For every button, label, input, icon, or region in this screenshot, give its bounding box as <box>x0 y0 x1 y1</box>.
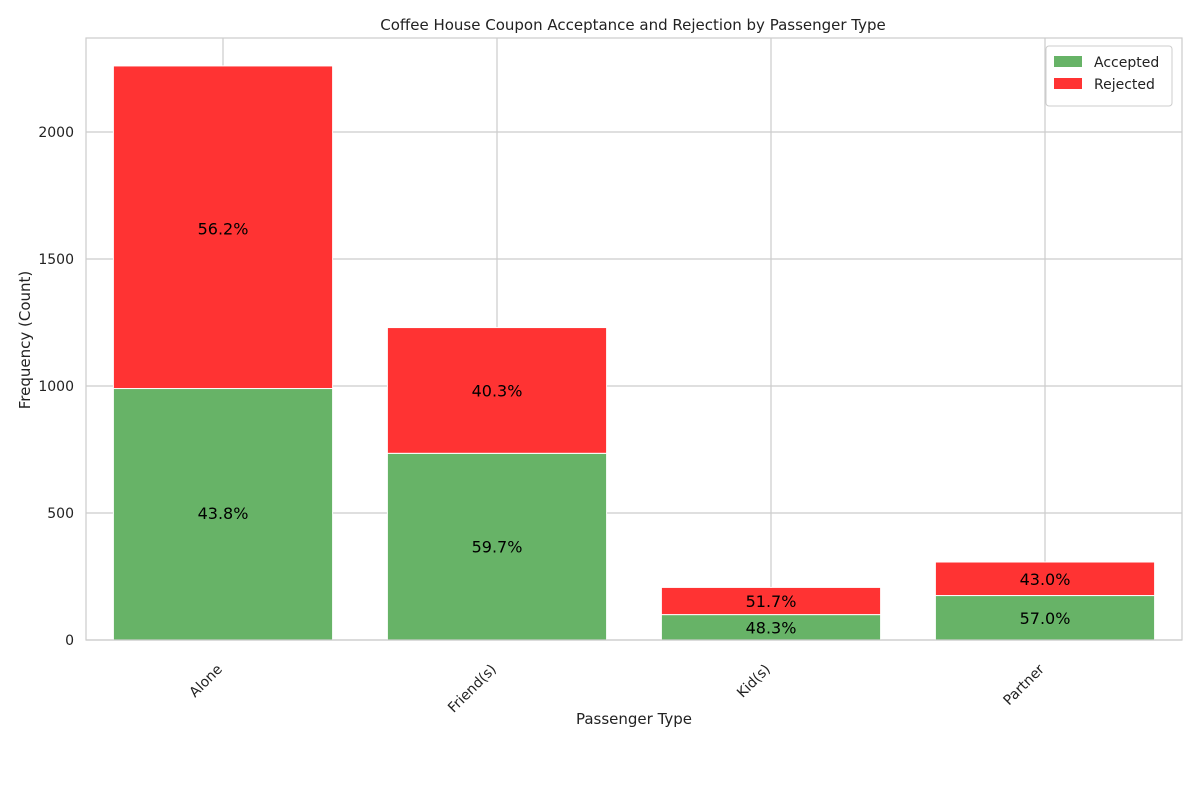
bar-rejected-friends <box>386 327 608 454</box>
x-tick-label: Kid(s) <box>734 662 774 702</box>
legend-label-rejected: Rejected <box>1094 77 1155 93</box>
bar-labels: 43.8% 56.2% 59.7% 40.3% 48.3% 51.7% 57.0% 43.0% <box>198 220 1071 638</box>
x-axis-ticks: Alone Friend(s) Kid(s) Partner <box>187 661 1048 716</box>
bar-percentage-label: 51.7% <box>746 592 797 611</box>
y-axis-label: Frequency (Count) <box>16 271 34 410</box>
legend: Accepted Rejected <box>1045 45 1173 107</box>
bar-percentage-label: 43.8% <box>198 504 249 523</box>
x-tick-label: Friend(s) <box>445 662 500 717</box>
plot-frame <box>85 37 1183 641</box>
y-tick-label: 0 <box>65 633 74 649</box>
y-tick-label: 1000 <box>38 379 74 395</box>
legend-swatch-accepted <box>1054 56 1082 67</box>
y-tick-label: 2000 <box>38 125 74 141</box>
bar-percentage-label: 59.7% <box>472 538 523 557</box>
y-tick-label: 500 <box>47 506 74 522</box>
x-axis-label: Passenger Type <box>576 710 692 728</box>
legend-label-accepted: Accepted <box>1094 55 1159 71</box>
bar-accepted-alone <box>112 388 334 641</box>
bar-rejected-alone <box>112 65 334 390</box>
bar-percentage-label: 48.3% <box>746 618 797 637</box>
bar-percentage-label: 57.0% <box>1020 609 1071 628</box>
bar-percentage-label: 56.2% <box>198 220 249 239</box>
bar-rejected-kids <box>660 586 882 616</box>
x-tick-label: Partner <box>1001 661 1048 708</box>
bars <box>112 65 1156 641</box>
chart-title: Coffee House Coupon Acceptance and Rejec… <box>380 16 886 34</box>
bar-percentage-label: 40.3% <box>472 381 523 400</box>
bar-rejected-partner <box>934 561 1156 597</box>
x-tick-label: Alone <box>187 662 226 701</box>
bar-percentage-label: 43.0% <box>1020 570 1071 589</box>
y-axis-ticks: 0 500 1000 1500 2000 <box>38 125 74 649</box>
legend-swatch-rejected <box>1054 78 1082 89</box>
y-tick-label: 1500 <box>38 252 74 268</box>
